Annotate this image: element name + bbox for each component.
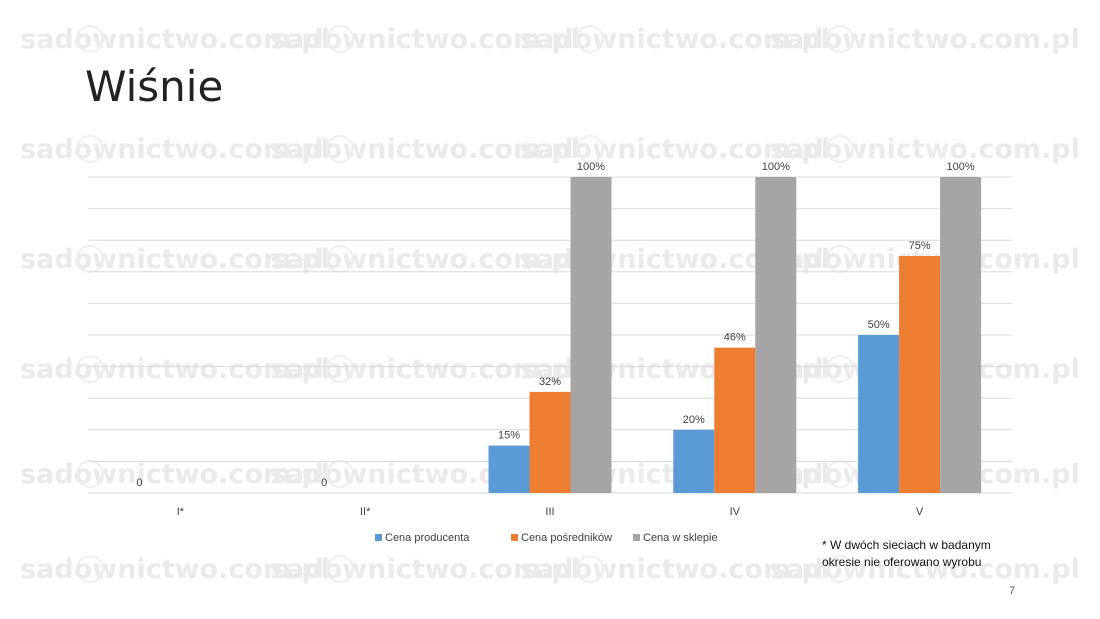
x-tick-label: II* (360, 506, 371, 518)
watermark-text: sadownictwo.com.pl (270, 554, 580, 585)
watermark-text: sadownictwo.com.pl (20, 134, 330, 165)
legend: Cena producenta Cena pośredników Cena w sk… (375, 532, 718, 544)
x-tick-label: V (916, 506, 924, 518)
legend-label: Cena producenta (385, 532, 470, 544)
x-axis-tick-labels: I* II* III IV V (177, 506, 924, 518)
legend-swatch (375, 534, 382, 541)
watermark-logo-icon (826, 25, 854, 53)
watermark-logo-icon (76, 355, 104, 383)
bar (488, 445, 530, 493)
bar (714, 347, 756, 493)
watermark-text: sadownictwo.com.pl (270, 24, 580, 55)
data-label: 100% (577, 161, 605, 173)
watermark-text: sadownictwo.com.pl (20, 354, 330, 385)
watermark-logo-icon (826, 555, 854, 583)
bar (755, 177, 797, 493)
footnote-line-1: * W dwóch sieciach w badanym (822, 538, 991, 552)
legend-swatch (633, 534, 640, 541)
watermark-logo-icon (576, 25, 604, 53)
bar (529, 391, 571, 493)
data-label: 32% (539, 376, 561, 388)
data-label: 0 (136, 477, 142, 489)
watermark-text: sadownictwo.com.pl (520, 134, 830, 165)
watermark-text: sadownictwo.com.pl (20, 554, 330, 585)
bar (858, 335, 900, 493)
x-tick-label: IV (730, 506, 741, 518)
watermark-text: sadownictwo.com.pl (20, 459, 330, 490)
page-number: 7 (1009, 585, 1016, 597)
data-label: 50% (868, 319, 890, 331)
watermark-logo-icon (826, 355, 854, 383)
watermark-text: sadownictwo.com.pl (770, 554, 1080, 585)
legend-label: Cena pośredników (521, 532, 612, 544)
data-label: 20% (683, 414, 705, 426)
watermark-text: sadownictwo.com.pl (270, 354, 580, 385)
watermark-logo-icon (76, 135, 104, 163)
watermark-logo-icon (326, 135, 354, 163)
x-tick-label: III (545, 506, 554, 518)
watermark-text: sadownictwo.com.pl (520, 554, 830, 585)
legend-label: Cena w sklepie (643, 532, 718, 544)
bar (940, 177, 982, 493)
watermark-text: sadownictwo.com.pl (770, 134, 1080, 165)
watermark-logo-icon (826, 135, 854, 163)
data-label: 75% (909, 240, 931, 252)
watermark-logo-icon (326, 25, 354, 53)
slide-title: Wiśnie (85, 62, 224, 111)
footnote-line-2: okresie nie oferowano wyrobu (822, 555, 982, 569)
bar (899, 256, 941, 493)
watermark-text: sadownictwo.com.pl (20, 24, 330, 55)
data-label: 100% (762, 161, 790, 173)
watermark-logo-icon (76, 555, 104, 583)
data-label: 15% (498, 430, 520, 442)
bar-labels: 0 0 15% 32% 100% 20% 46% 100% 50% 75% 100% (136, 161, 975, 489)
watermark-logo-icon (576, 555, 604, 583)
watermark-text: sadownictwo.com.pl (270, 244, 580, 275)
watermark-logo-icon (576, 135, 604, 163)
data-label: 46% (724, 332, 746, 344)
watermark-logo-icon (326, 555, 354, 583)
watermark-logo-icon (326, 355, 354, 383)
watermark-text: sadownictwo.com.pl (770, 24, 1080, 55)
watermark-text: sadownictwo.com.pl (20, 244, 330, 275)
bar (570, 177, 612, 493)
data-label: 100% (947, 161, 975, 173)
legend-swatch (511, 534, 518, 541)
watermark-text: sadownictwo.com.pl (270, 134, 580, 165)
footnote: * W dwóch sieciach w badanym okresie nie… (822, 537, 1042, 571)
bar (673, 429, 715, 493)
x-tick-label: I* (177, 506, 185, 518)
bars (488, 177, 982, 493)
data-label: 0 (321, 477, 327, 489)
watermark-text: sadownictwo.com.pl (520, 24, 830, 55)
watermark-logo-icon (76, 25, 104, 53)
